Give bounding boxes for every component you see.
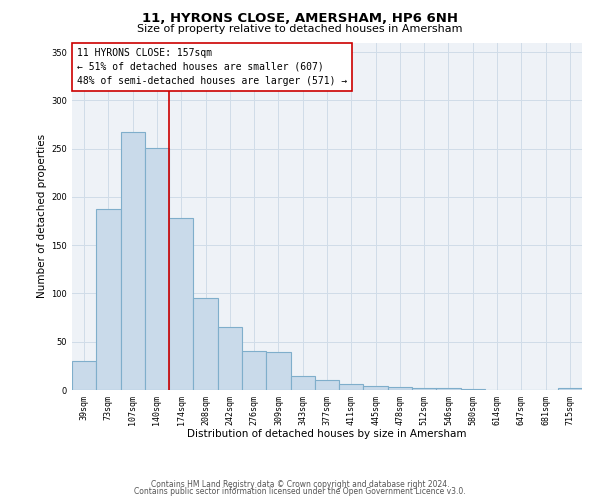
Text: 11, HYRONS CLOSE, AMERSHAM, HP6 6NH: 11, HYRONS CLOSE, AMERSHAM, HP6 6NH (142, 12, 458, 26)
Bar (121, 132, 145, 390)
Bar (96, 210, 121, 390)
Bar (145, 148, 169, 390)
Bar (315, 380, 339, 390)
Bar (290, 376, 315, 390)
Text: Contains public sector information licensed under the Open Government Licence v3: Contains public sector information licen… (134, 487, 466, 496)
Bar (218, 328, 242, 390)
X-axis label: Distribution of detached houses by size in Amersham: Distribution of detached houses by size … (187, 429, 467, 439)
Bar (339, 384, 364, 390)
Bar (242, 352, 266, 390)
Bar (461, 389, 485, 390)
Bar (412, 388, 436, 390)
Text: 11 HYRONS CLOSE: 157sqm
← 51% of detached houses are smaller (607)
48% of semi-d: 11 HYRONS CLOSE: 157sqm ← 51% of detache… (77, 48, 347, 86)
Y-axis label: Number of detached properties: Number of detached properties (37, 134, 47, 298)
Bar (364, 386, 388, 390)
Bar (72, 361, 96, 390)
Bar (436, 388, 461, 390)
Bar (169, 218, 193, 390)
Bar (193, 298, 218, 390)
Bar (558, 388, 582, 390)
Text: Size of property relative to detached houses in Amersham: Size of property relative to detached ho… (137, 24, 463, 34)
Text: Contains HM Land Registry data © Crown copyright and database right 2024.: Contains HM Land Registry data © Crown c… (151, 480, 449, 489)
Bar (388, 387, 412, 390)
Bar (266, 352, 290, 390)
